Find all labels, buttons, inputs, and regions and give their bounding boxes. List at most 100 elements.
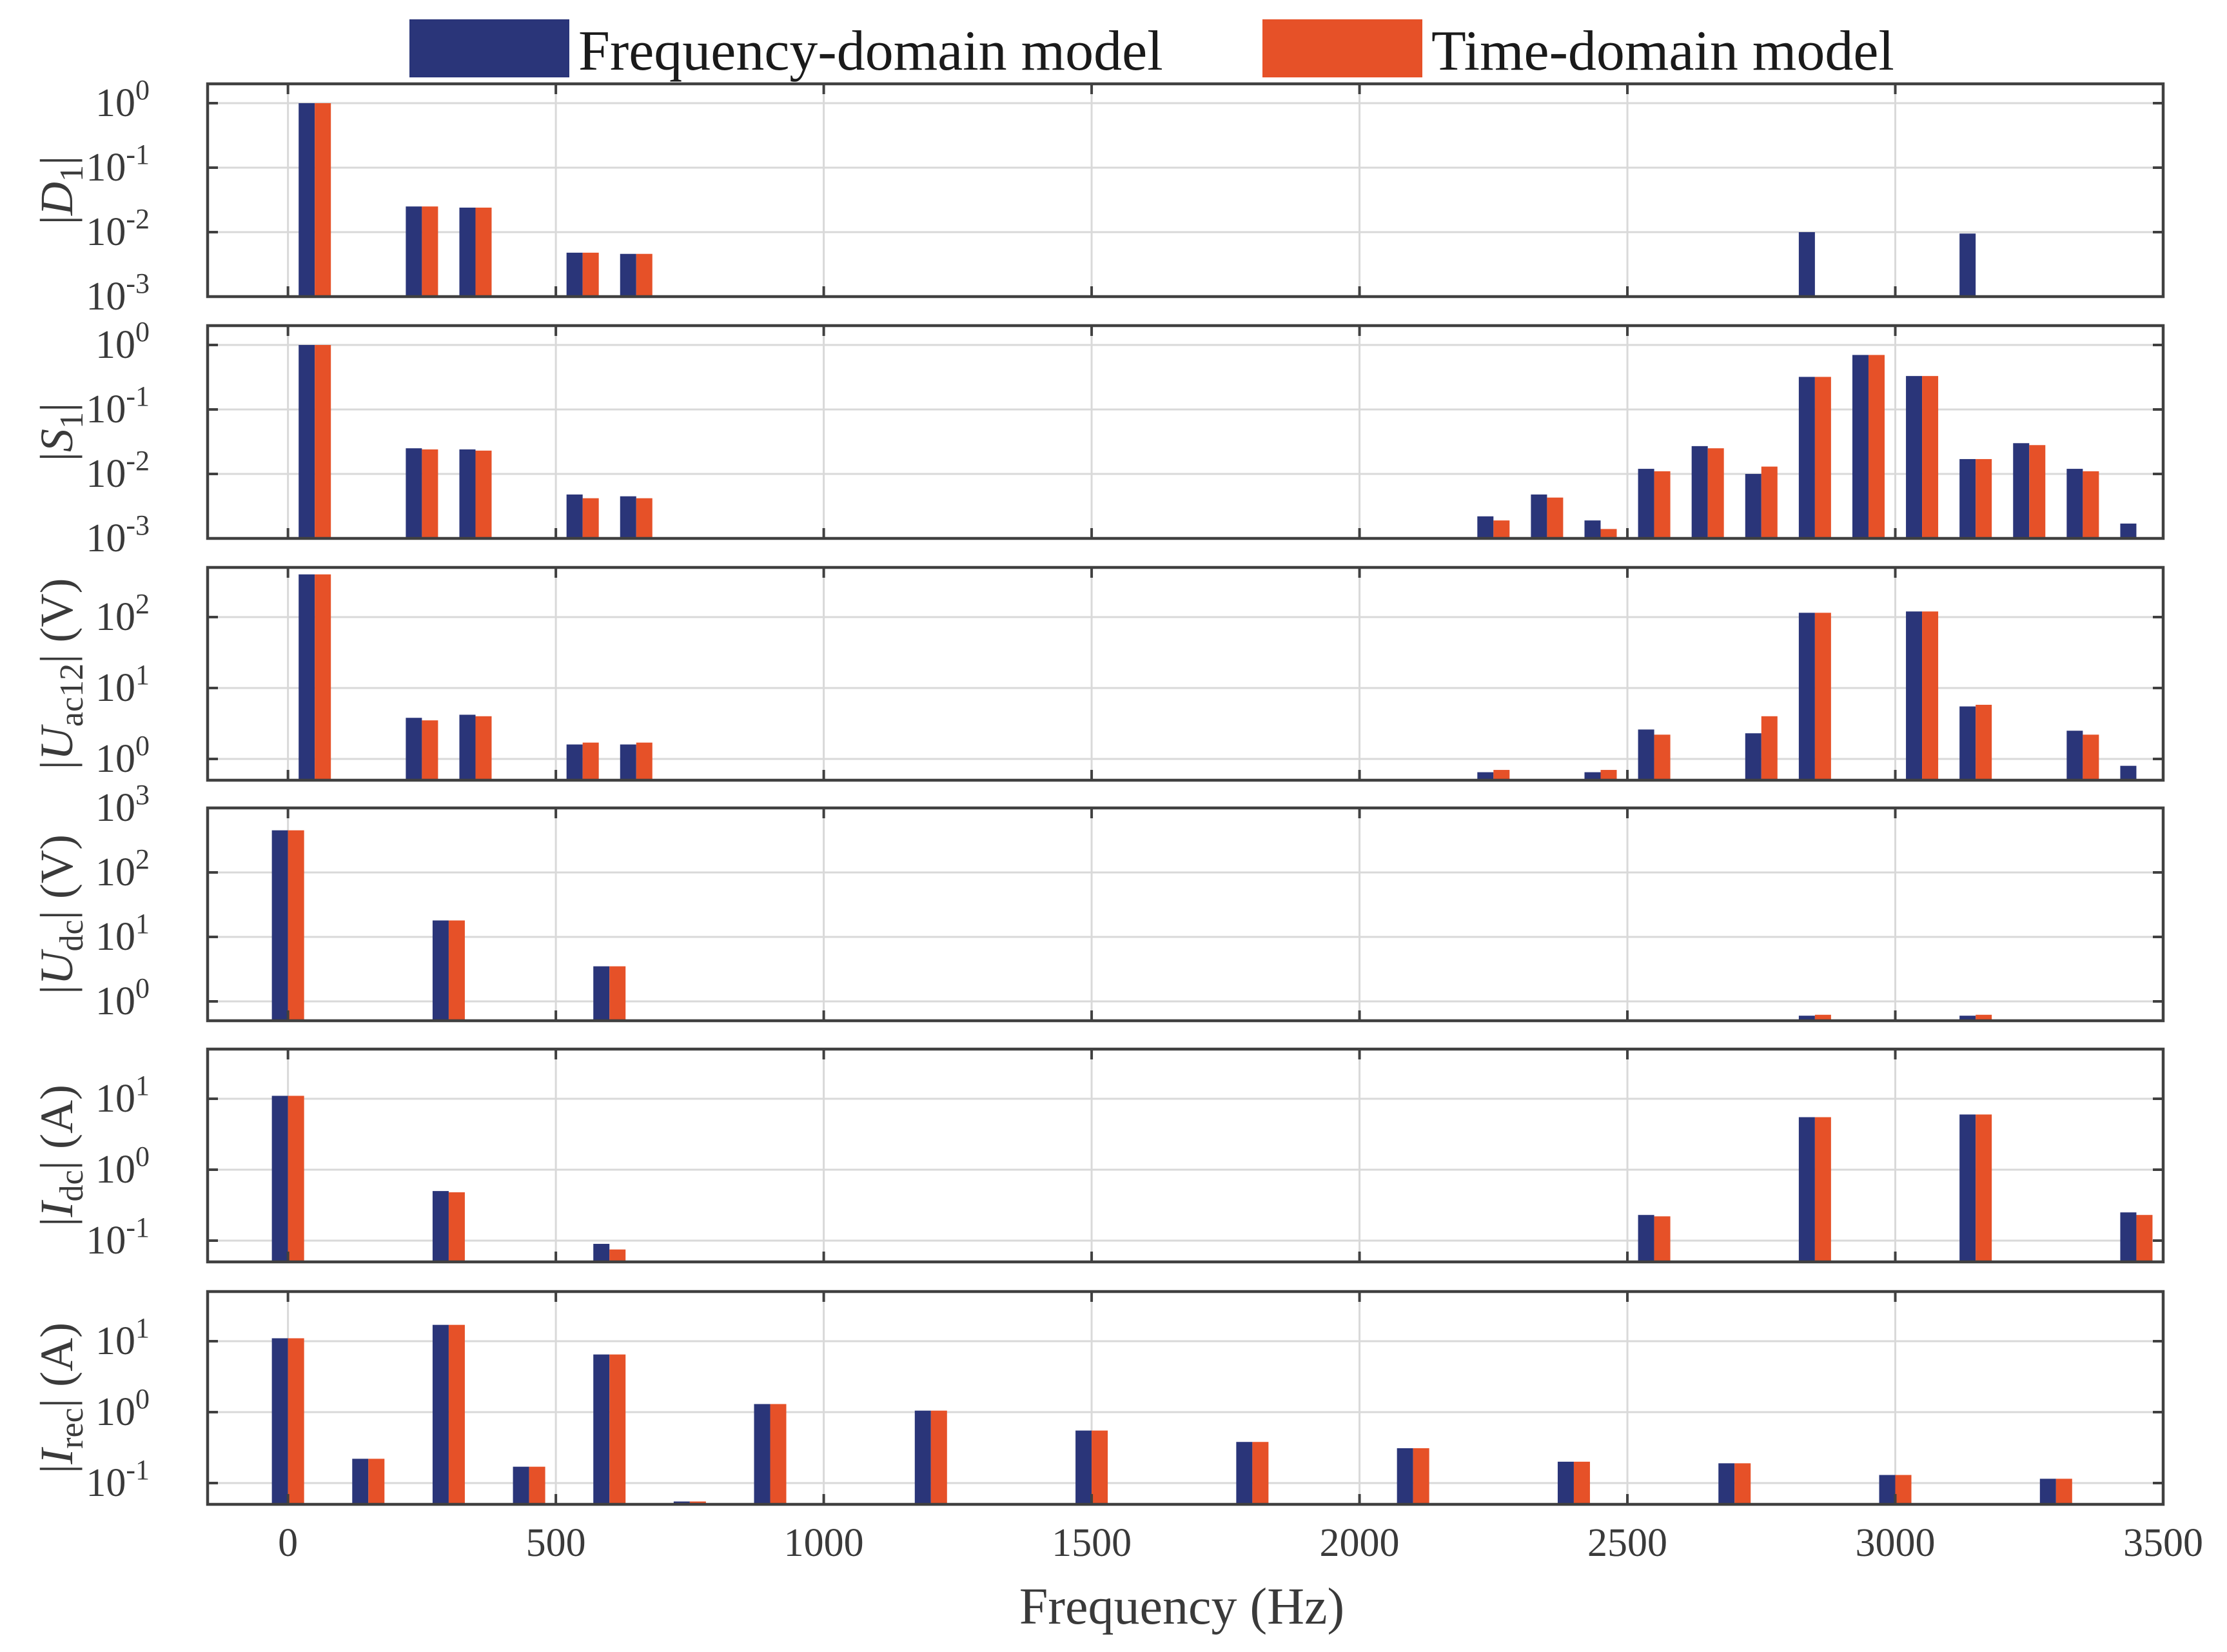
bar-frequency-domain [2120, 523, 2137, 538]
x-tick-label: 500 [526, 1521, 586, 1565]
x-tick-label: 2000 [1320, 1521, 1400, 1565]
bar-frequency-domain [1236, 1442, 1253, 1504]
bar-frequency-domain [1557, 1461, 1574, 1504]
y-axis-label: |Uac12| (V) [31, 578, 90, 770]
y-tick-label: 100 [95, 1141, 150, 1192]
bar-time-domain [1976, 705, 1992, 780]
bar-frequency-domain [1906, 376, 1923, 538]
bar-frequency-domain [620, 496, 636, 538]
bar-time-domain [2029, 445, 2046, 538]
y-tick-label: 100 [95, 74, 150, 125]
bar-time-domain [2083, 734, 2099, 780]
bar-time-domain [609, 966, 626, 1021]
bar-frequency-domain [1879, 1475, 1896, 1504]
y-tick-label: 10-1 [86, 139, 150, 190]
bar-time-domain [1761, 466, 1778, 538]
bar-frequency-domain [1959, 233, 1976, 297]
bar-frequency-domain [914, 1410, 931, 1504]
bar-frequency-domain [459, 714, 476, 780]
bar-time-domain [448, 1192, 465, 1262]
bar-frequency-domain [593, 1354, 610, 1504]
bar-time-domain [1493, 770, 1510, 780]
subplot-frame [206, 565, 2165, 782]
bar-time-domain [636, 498, 652, 538]
bar-time-domain [1976, 1114, 1992, 1262]
subplot-6: 101 100 10-1|Irec| (A) [31, 1290, 2165, 1506]
bar-frequency-domain [1959, 458, 1976, 538]
bar-frequency-domain [299, 345, 315, 538]
subplot-frame [206, 1290, 2165, 1506]
bar-frequency-domain [620, 744, 636, 780]
bar-time-domain [2136, 1215, 2153, 1262]
bar-time-domain [448, 1324, 465, 1504]
bar-time-domain [1654, 471, 1671, 538]
x-axis-label: Frequency (Hz) [1019, 1578, 1344, 1635]
bar-time-domain [1734, 1463, 1751, 1504]
bar-time-domain [529, 1466, 545, 1504]
bar-time-domain [1868, 355, 1885, 538]
bar-time-domain [2083, 471, 2099, 538]
bar-frequency-domain [1745, 474, 1761, 538]
bar-time-domain [1600, 770, 1617, 780]
bar-frequency-domain [406, 448, 422, 538]
bar-time-domain [1814, 377, 1831, 538]
bar-frequency-domain [1638, 729, 1654, 780]
bar-frequency-domain [1531, 494, 1547, 538]
subplot-4: 103 102 101 100|Udc| (V) [31, 779, 2165, 1023]
bar-time-domain [582, 252, 599, 297]
bar-time-domain [1707, 448, 1724, 538]
bar-frequency-domain [566, 744, 583, 780]
y-tick-label: 10-1 [86, 380, 150, 431]
y-axis-label: |Udc| (V) [31, 834, 90, 994]
bar-time-domain [1547, 497, 1564, 538]
x-tick-label: 2500 [1587, 1521, 1667, 1565]
subplot-1: 100 10-1 10-2 10-3 |D1| [31, 74, 2165, 319]
subplot-2: 100 10-1 10-2 10-3 |S1| [31, 316, 2165, 560]
bar-frequency-domain [1959, 1016, 1976, 1021]
bar-frequency-domain [271, 1096, 288, 1262]
bar-frequency-domain [1745, 733, 1761, 780]
bar-frequency-domain [1798, 613, 1815, 780]
bar-frequency-domain [754, 1404, 770, 1504]
bar-frequency-domain [1584, 772, 1601, 780]
y-tick-label: 101 [95, 1312, 150, 1363]
bar-frequency-domain [1691, 446, 1708, 538]
y-axis-label: |D1| [31, 156, 90, 225]
bar-frequency-domain [1798, 1117, 1815, 1262]
bar-time-domain [1814, 1117, 1831, 1262]
bar-frequency-domain [1397, 1448, 1413, 1504]
subplot-frame [206, 324, 2165, 540]
bar-time-domain [1895, 1475, 1912, 1504]
bar-frequency-domain [566, 252, 583, 297]
x-tick-label: 1000 [784, 1521, 864, 1565]
bar-time-domain [1654, 1216, 1671, 1262]
x-tick-label: 3000 [1856, 1521, 1936, 1565]
bar-frequency-domain [459, 449, 476, 538]
bar-time-domain [315, 345, 331, 538]
bar-time-domain [609, 1354, 626, 1504]
bar-time-domain [1761, 716, 1778, 780]
bar-frequency-domain [2013, 443, 2030, 538]
y-tick-label: 101 [95, 908, 150, 959]
bar-time-domain [930, 1410, 947, 1504]
bar-time-domain [770, 1404, 787, 1504]
legend-swatch-time-domain [1262, 19, 1422, 77]
bar-time-domain [315, 574, 331, 780]
bar-time-domain [636, 742, 652, 780]
bar-time-domain [475, 207, 492, 297]
x-tick-label: 0 [278, 1521, 298, 1565]
y-tick-label: 10-1 [86, 1454, 150, 1505]
subplot-frame [206, 806, 2165, 1023]
legend: Frequency-domain model Time-domain model [409, 19, 1894, 83]
bar-time-domain [315, 103, 331, 297]
bar-frequency-domain [1638, 1215, 1654, 1262]
bar-time-domain [1092, 1430, 1108, 1504]
bar-frequency-domain [593, 966, 610, 1021]
bar-frequency-domain [2039, 1479, 2056, 1504]
bar-frequency-domain [1477, 516, 1494, 538]
bar-time-domain [1252, 1442, 1269, 1504]
y-axis-label: |Idc| (A) [31, 1085, 90, 1226]
bar-frequency-domain [2066, 731, 2083, 780]
y-tick-label: 102 [95, 843, 150, 894]
